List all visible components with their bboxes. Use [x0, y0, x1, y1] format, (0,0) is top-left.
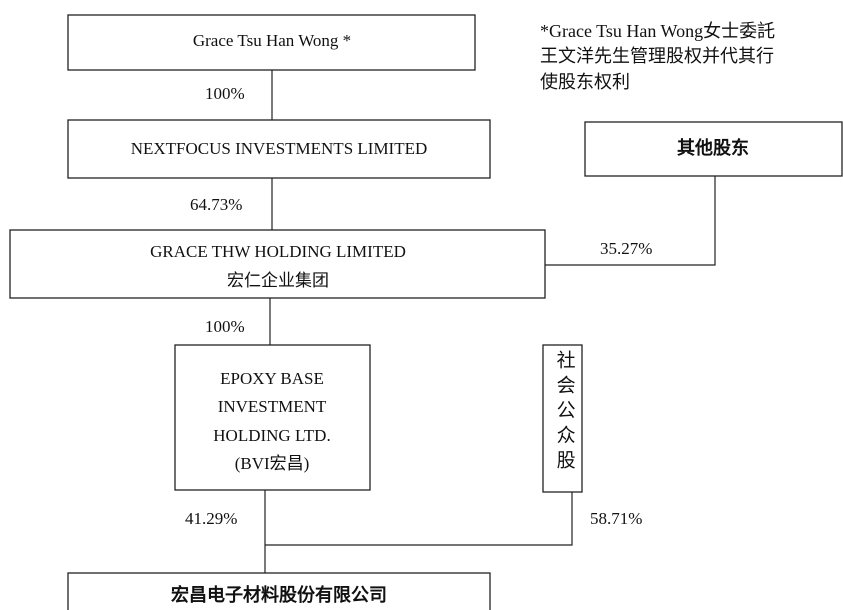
edge-label: 35.27%	[600, 239, 652, 258]
node-box	[67, 119, 491, 179]
node-label: EPOXY BASE	[220, 369, 324, 388]
node-label: INVESTMENT	[218, 397, 327, 416]
node-box	[584, 121, 843, 177]
edge-label: 41.29%	[185, 509, 237, 528]
node-label: (BVI宏昌)	[235, 454, 310, 473]
node-label: 宏昌电子材料股份有限公司	[171, 584, 387, 605]
note-text: 使股东权利	[540, 72, 630, 92]
node-box	[9, 229, 546, 299]
node-box	[174, 344, 371, 491]
node-box	[67, 572, 491, 610]
edge-label: 64.73%	[190, 195, 242, 214]
node-label: 社会公众股	[554, 350, 576, 475]
edge-label: 100%	[205, 317, 245, 336]
note-text: 王文洋先生管理股权并代其行	[540, 46, 774, 66]
node-label: 其他股东	[677, 137, 749, 158]
edge-label: 58.71%	[590, 509, 642, 528]
node-label: NEXTFOCUS INVESTMENTS LIMITED	[131, 139, 428, 158]
node-label: 宏仁企业集团	[227, 271, 329, 290]
edge-label: 100%	[205, 84, 245, 103]
node-label: GRACE THW HOLDING LIMITED	[150, 242, 406, 261]
node-label: HOLDING LTD.	[213, 426, 330, 445]
node-box	[542, 344, 583, 493]
connector	[545, 176, 716, 266]
node-box	[67, 14, 476, 71]
node-label: Grace Tsu Han Wong *	[193, 31, 351, 50]
connector	[265, 492, 573, 546]
note-text: *Grace Tsu Han Wong女士委託	[540, 21, 775, 41]
